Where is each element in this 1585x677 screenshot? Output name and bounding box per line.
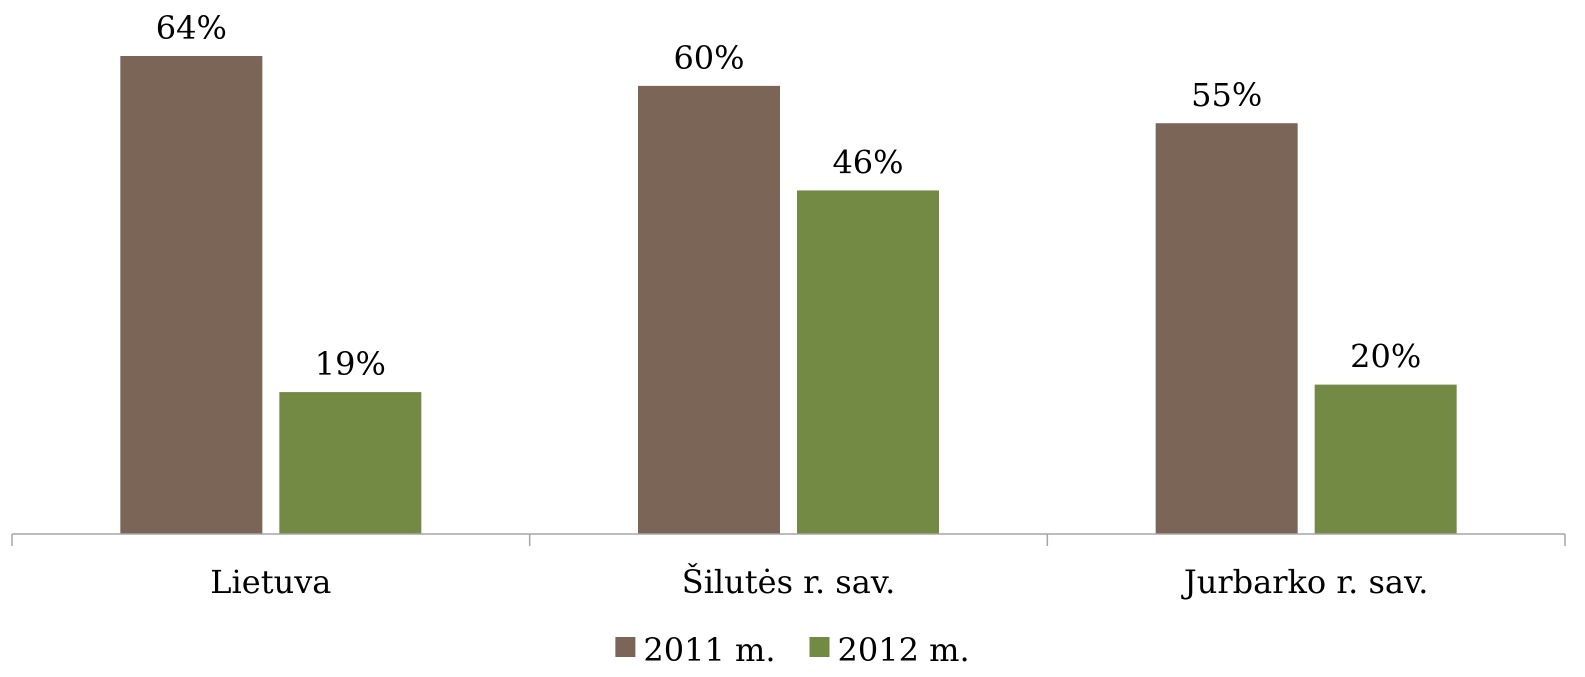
legend-label: 2011 m. — [643, 631, 775, 669]
legend-item-1: 2011 m. — [615, 631, 776, 669]
data-label: 60% — [673, 39, 744, 77]
legend-marker — [615, 637, 636, 657]
legend-item-2: 2012 m. — [809, 631, 970, 669]
x-axis: Lietuva Šilutės r. sav. Jurbarko r. sav. — [11, 533, 1566, 601]
category-label: Jurbarko r. sav. — [1181, 563, 1429, 601]
bar-series-1-cat-3 — [1155, 123, 1298, 534]
legend-marker — [809, 637, 830, 657]
data-labels-layer: 64% 19% 60% 46% 55% 20% — [156, 9, 1421, 383]
data-label: 55% — [1191, 76, 1262, 114]
data-label: 46% — [832, 143, 903, 181]
category-label: Lietuva — [210, 563, 331, 601]
data-label: 20% — [1350, 338, 1421, 376]
bar-series-1-cat-1 — [120, 56, 263, 534]
data-label: 64% — [156, 9, 227, 47]
category-label: Šilutės r. sav. — [682, 563, 895, 601]
bar-series-2-cat-2 — [797, 190, 939, 534]
bars-layer — [120, 56, 1457, 534]
bar-series-2-cat-1 — [279, 392, 422, 534]
bar-series-1-cat-2 — [638, 85, 780, 534]
legend-label: 2012 m. — [838, 631, 970, 669]
bar-series-2-cat-3 — [1314, 384, 1457, 534]
legend: 2011 m. 2012 m. — [615, 631, 970, 669]
data-label: 19% — [315, 345, 386, 383]
